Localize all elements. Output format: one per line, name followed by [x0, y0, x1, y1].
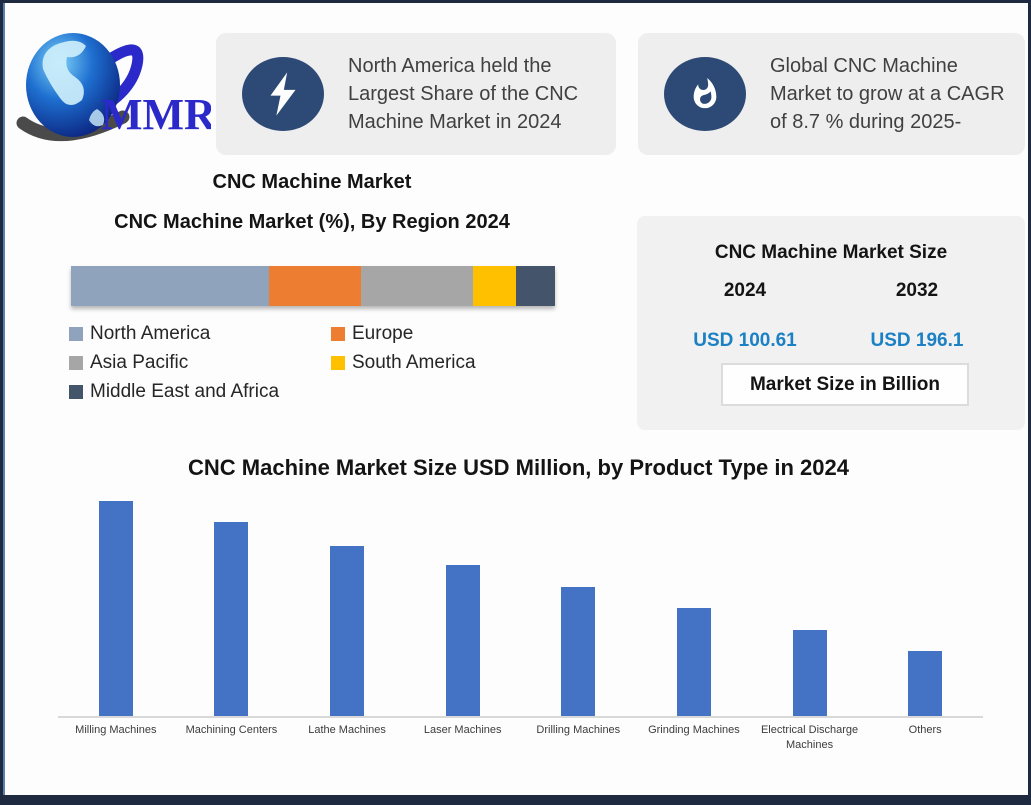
- product-bar-column: [636, 608, 752, 716]
- legend-swatch-icon: [69, 385, 83, 399]
- bar-milling-machines: [98, 501, 133, 716]
- logo-text: MMR: [101, 90, 211, 139]
- x-axis-label: Laser Machines: [423, 724, 502, 736]
- region-segment-asia-pacific: [361, 266, 473, 306]
- legend-swatch-icon: [331, 327, 345, 341]
- legend-item-asia-pacific: Asia Pacific: [69, 352, 331, 374]
- lightning-icon: [242, 57, 324, 131]
- region-legend: North America Europe Asia Pacific South Ame…: [69, 323, 569, 403]
- x-axis-label: Drilling Machines: [536, 724, 621, 736]
- legend-item-middle-east-and-africa: Middle East and Africa: [69, 381, 331, 403]
- bar-laser-machines: [445, 565, 480, 716]
- legend-swatch-icon: [69, 356, 83, 370]
- market-size-col-2032: 2032 USD 196.1: [862, 280, 972, 352]
- year-label: 2024: [723, 280, 767, 301]
- region-segment-south-america: [472, 266, 517, 306]
- legend-item-north-america: North America: [69, 323, 331, 345]
- region-chart-title: CNC Machine Market (%), By Region 2024: [114, 211, 510, 233]
- legend-label: Middle East and Africa: [90, 381, 280, 402]
- region-segment-europe: [269, 266, 362, 306]
- product-bar-column: [289, 546, 405, 716]
- legend-label: Asia Pacific: [90, 352, 189, 373]
- callout-text: North America held the Largest Share of …: [348, 52, 578, 136]
- legend-label: Europe: [352, 323, 414, 344]
- callout-text: Global CNC Machine Market to grow at a C…: [770, 52, 1005, 136]
- bar-electrical-discharge-machines: [792, 630, 827, 716]
- product-bar-chart: Milling Machines Machining Centers Lathe M…: [58, 501, 983, 753]
- callout-line: Machine Market in 2024: [348, 111, 562, 133]
- callout-north-america: North America held the Largest Share of …: [216, 33, 616, 155]
- globe-icon: MMR: [16, 33, 217, 142]
- callout-line: Largest Share of the CNC: [348, 83, 579, 105]
- left-accent-line: [3, 3, 5, 795]
- product-chart-plot: [58, 501, 983, 718]
- callout-line: of 8.7 % during 2025-: [770, 111, 962, 133]
- legend-label: South America: [352, 352, 476, 373]
- product-bar-column: [174, 522, 290, 716]
- product-bar-column: [752, 630, 868, 716]
- legend-item-south-america: South America: [331, 352, 569, 374]
- callout-line: North America held the: [348, 55, 552, 77]
- x-axis-label: Lathe Machines: [308, 724, 386, 736]
- product-bar-column: [405, 565, 521, 716]
- product-bar-column: [58, 501, 174, 716]
- market-size-unit-button: Market Size in Billion: [721, 363, 969, 406]
- bar-grinding-machines: [676, 608, 711, 716]
- bar-drilling-machines: [561, 587, 596, 716]
- region-segment-middle-east-and-africa: [516, 266, 555, 306]
- year-label: 2032: [895, 280, 939, 301]
- market-size-columns: 2024 USD 100.61 2032 USD 196.1: [637, 280, 1025, 352]
- legend-swatch-icon: [331, 356, 345, 370]
- market-size-title: CNC Machine Market Size: [714, 242, 948, 263]
- bar-machining-centers: [214, 522, 249, 716]
- section-title: CNC Machine Market: [212, 171, 412, 193]
- region-segment-north-america: [71, 266, 270, 306]
- flame-icon: [664, 57, 746, 131]
- market-size-col-2024: 2024 USD 100.61: [690, 280, 800, 352]
- legend-swatch-icon: [69, 327, 83, 341]
- x-axis-label: Milling Machines: [75, 724, 157, 736]
- legend-item-europe: Europe: [331, 323, 569, 345]
- value-2032: USD 196.1: [870, 330, 964, 351]
- x-axis-label: Electrical Discharge Machines: [760, 724, 859, 751]
- product-bar-column: [867, 651, 983, 716]
- x-axis-label: Grinding Machines: [648, 724, 740, 736]
- product-chart-title: CNC Machine Market Size USD Million, by …: [188, 455, 849, 480]
- bar-lathe-machines: [330, 546, 365, 716]
- callout-line: Market to grow at a CAGR: [770, 83, 1005, 105]
- legend-label: North America: [90, 323, 211, 344]
- callout-cagr: Global CNC Machine Market to grow at a C…: [638, 33, 1025, 155]
- region-stacked-bar: [71, 266, 555, 306]
- bar-others: [908, 651, 943, 716]
- x-axis-label: Machining Centers: [185, 724, 278, 736]
- product-chart-labels: Milling Machines Machining Centers Lathe M…: [58, 723, 983, 753]
- value-2024: USD 100.61: [693, 330, 797, 351]
- product-bar-column: [521, 587, 637, 716]
- x-axis-label: Others: [908, 724, 942, 736]
- callout-line: Global CNC Machine: [770, 55, 958, 77]
- market-size-panel: CNC Machine Market Size 2024 USD 100.61 …: [637, 216, 1025, 430]
- mmr-logo: MMR: [11, 21, 217, 161]
